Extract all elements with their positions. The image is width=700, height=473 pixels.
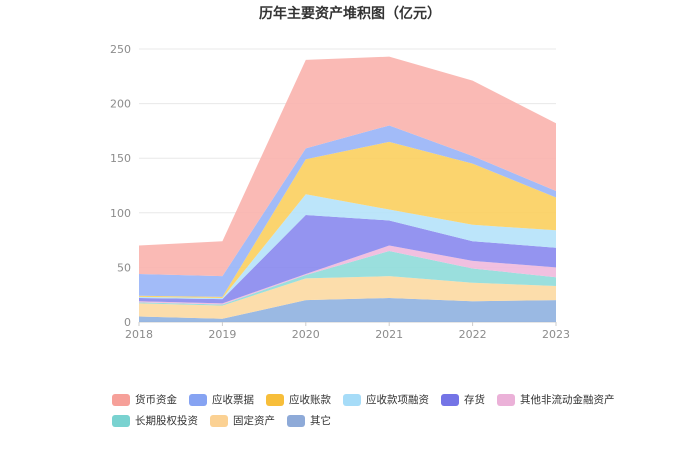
x-tick-label: 2023: [542, 328, 570, 341]
legend-label: 其他非流动金融资产: [520, 394, 615, 406]
legend-item[interactable]: 存货: [441, 392, 485, 407]
legend-swatch: [266, 393, 284, 406]
legend-label: 应收票据: [212, 394, 254, 406]
y-tick-label: 250: [110, 43, 131, 56]
chart-title: 历年主要资产堆积图（亿元）: [259, 6, 441, 22]
legend-item[interactable]: 应收票据: [189, 392, 254, 407]
area-series: [139, 251, 556, 306]
x-tick-label: 2022: [459, 328, 487, 341]
legend-label: 固定资产: [233, 415, 275, 427]
y-tick-label: 100: [110, 207, 131, 220]
y-tick-label: 0: [124, 316, 131, 329]
legend-swatch: [497, 393, 515, 406]
legend-swatch: [189, 393, 207, 406]
legend-swatch: [343, 393, 361, 406]
legend-swatch: [112, 414, 130, 427]
legend-item[interactable]: 应收账款: [266, 392, 331, 407]
legend-swatch: [287, 414, 305, 427]
legend-label: 其它: [310, 415, 331, 427]
y-tick-label: 50: [117, 261, 131, 274]
legend-label: 应收账款: [289, 394, 331, 406]
legend-label: 长期股权投资: [135, 415, 198, 427]
legend-label: 存货: [464, 394, 485, 406]
legend-item[interactable]: 长期股权投资: [112, 413, 198, 428]
area-series: [139, 141, 556, 298]
y-tick-label: 150: [110, 152, 131, 165]
chart-legend: 货币资金 应收票据 应收账款 应收款项融资 存货 其他非流动金融资产长期股权投资 固定资产 其…: [112, 392, 632, 434]
area-series: [139, 194, 556, 300]
area-series: [139, 276, 556, 319]
x-tick-label: 2019: [208, 328, 236, 341]
area-series: [139, 214, 556, 304]
legend-item[interactable]: 其它: [287, 413, 331, 428]
legend-label: 货币资金: [135, 394, 177, 406]
area-series: [139, 56, 556, 277]
area-series: [139, 245, 556, 305]
legend-swatch: [210, 414, 228, 427]
x-tick-label: 2020: [292, 328, 320, 341]
x-tick-label: 2018: [125, 328, 153, 341]
legend-label: 应收款项融资: [366, 394, 429, 406]
area-series: [139, 125, 556, 297]
legend-item[interactable]: 固定资产: [210, 413, 275, 428]
y-tick-label: 200: [110, 98, 131, 111]
legend-item[interactable]: 其他非流动金融资产: [497, 392, 615, 407]
legend-item[interactable]: 应收款项融资: [343, 392, 429, 407]
legend-item[interactable]: 货币资金: [112, 392, 177, 407]
legend-swatch: [112, 393, 130, 406]
legend-swatch: [441, 393, 459, 406]
x-tick-label: 2021: [375, 328, 403, 341]
area-series: [139, 297, 556, 322]
